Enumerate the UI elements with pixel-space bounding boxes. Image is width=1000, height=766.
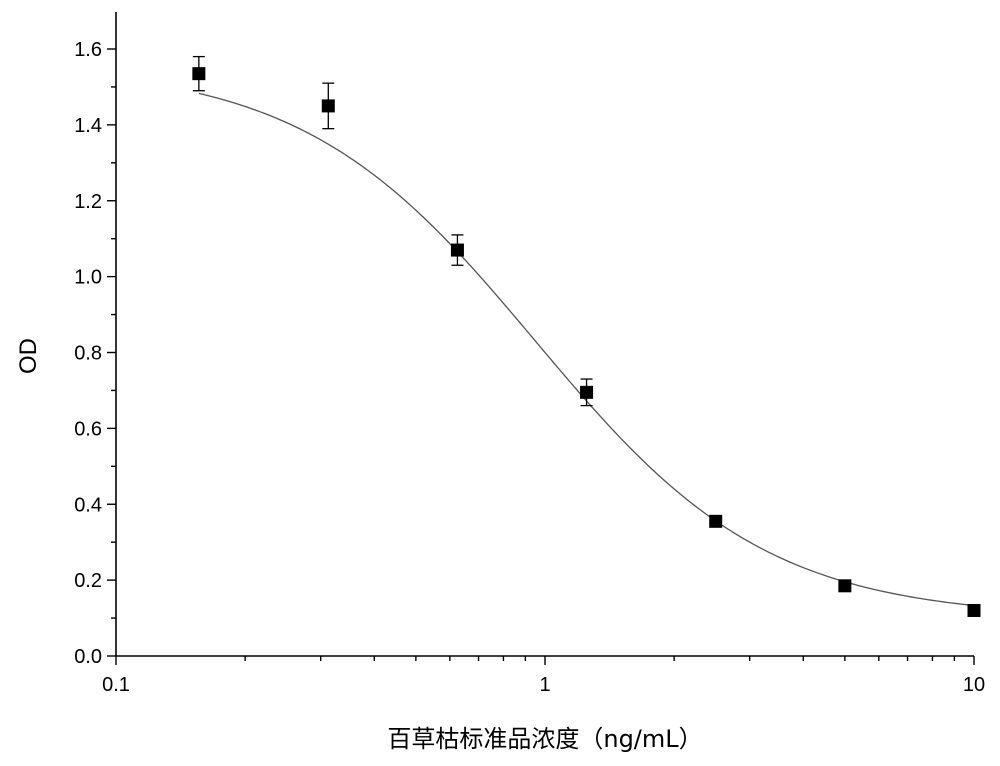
data-point (838, 579, 852, 593)
y-tick-label: 1.6 (74, 39, 102, 61)
data-point (580, 385, 594, 399)
x-tick-label: 10 (963, 674, 985, 696)
y-tick-label: 1.2 (74, 191, 102, 213)
data-point (450, 243, 464, 257)
x-tick-label: 1 (539, 674, 550, 696)
y-ticks: 0.0 0.2 0.4 0.6 0.8 1.0 1.2 1.4 1.6 (74, 39, 116, 668)
y-tick-label: 0.6 (74, 418, 102, 440)
x-ticks: 0.1 1 10 (102, 656, 985, 696)
data-point (709, 514, 723, 528)
plot-frame (115, 12, 974, 657)
y-tick-label: 0.2 (74, 570, 102, 592)
y-tick-label: 1.4 (74, 115, 102, 137)
fit-curve-layer (198, 92, 975, 607)
y-tick-label: 1.0 (74, 267, 102, 289)
x-tick-label: 0.1 (102, 674, 130, 696)
y-tick-label: 0.4 (74, 494, 102, 516)
y-axis-title: OD (15, 338, 42, 374)
y-tick-label: 0.8 (74, 343, 102, 365)
data-point (192, 67, 206, 81)
data-point (967, 603, 981, 617)
data-point (321, 99, 335, 113)
data-points-layer (192, 55, 981, 617)
y-tick-label: 0.0 (74, 646, 102, 668)
fit-curve (198, 92, 975, 607)
x-axis-title: 百草枯标准品浓度（ng/mL） (387, 725, 702, 753)
